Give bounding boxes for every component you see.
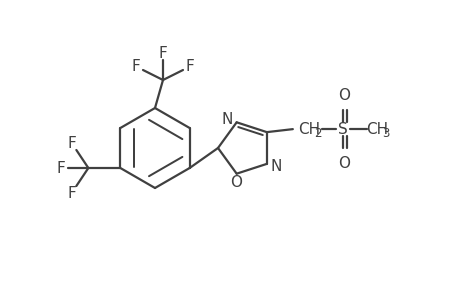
Text: CH: CH [297,122,319,136]
Text: N: N [269,159,281,174]
Text: 3: 3 [381,127,389,140]
Text: F: F [185,58,194,74]
Text: F: F [68,136,77,151]
Text: O: O [337,88,349,103]
Text: F: F [57,160,66,175]
Text: CH: CH [365,122,387,136]
Text: F: F [158,46,167,61]
Text: 2: 2 [313,127,321,140]
Text: N: N [222,112,233,127]
Text: F: F [68,185,77,200]
Text: O: O [337,156,349,171]
Text: F: F [131,58,140,74]
Text: S: S [337,122,347,136]
Text: O: O [229,175,241,190]
